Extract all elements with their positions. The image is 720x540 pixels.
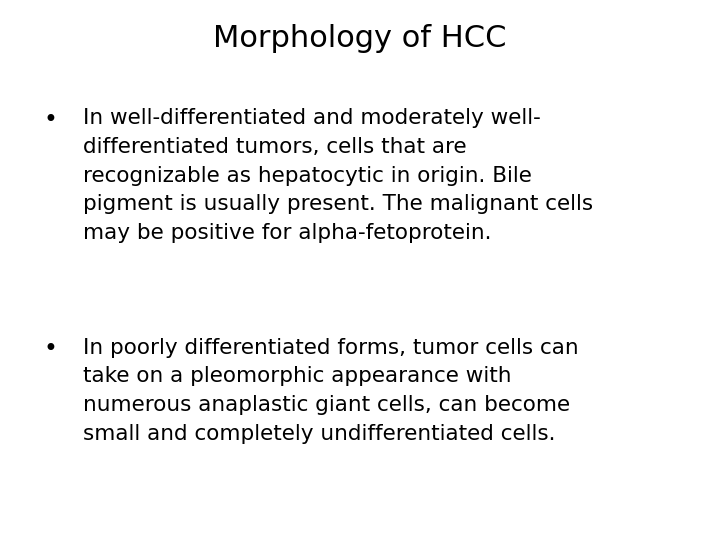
- Text: In poorly differentiated forms, tumor cells can
take on a pleomorphic appearance: In poorly differentiated forms, tumor ce…: [83, 338, 578, 444]
- Text: •: •: [43, 108, 58, 132]
- Text: •: •: [43, 338, 58, 361]
- Text: In well-differentiated and moderately well-
differentiated tumors, cells that ar: In well-differentiated and moderately we…: [83, 108, 593, 243]
- Text: Morphology of HCC: Morphology of HCC: [213, 24, 507, 53]
